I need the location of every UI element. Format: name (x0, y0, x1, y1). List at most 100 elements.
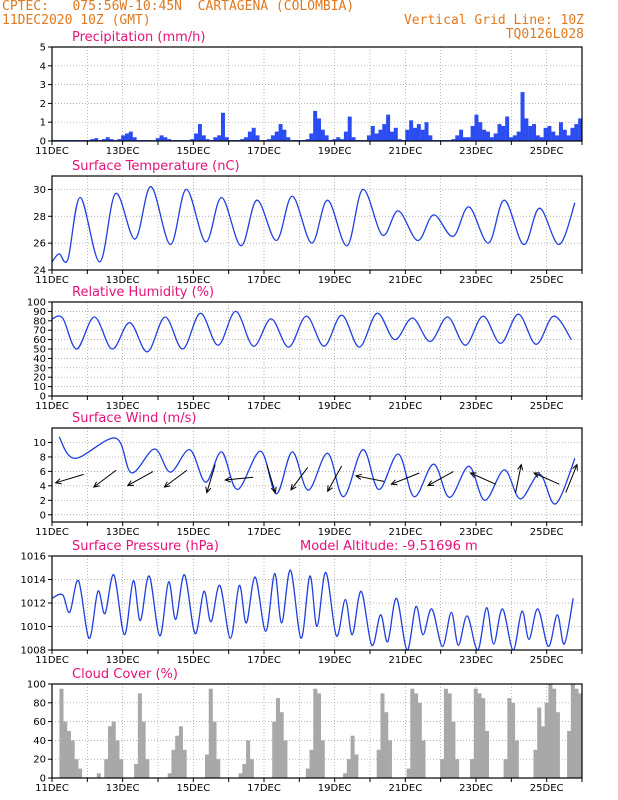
cloud-bar (544, 702, 549, 778)
precip-bar (516, 131, 521, 141)
cloud-bar (540, 726, 545, 778)
precip-bar (551, 131, 556, 141)
precip-bar (574, 124, 579, 141)
y-tick-label: 100 (27, 680, 46, 691)
cloud-bar (70, 740, 75, 778)
y-tick-label: 20 (33, 373, 46, 384)
panel-title: Precipitation (mm/h) (72, 30, 205, 45)
wind-arrow (355, 475, 385, 482)
precip-bar (336, 137, 341, 141)
x-tick-label: 25DEC (530, 655, 564, 666)
cloud-bar (511, 702, 516, 778)
wind-arrow (515, 464, 522, 493)
wind-arrow (93, 469, 117, 488)
temperature-line (51, 186, 576, 264)
wind-arrow (391, 472, 420, 485)
precip-bar (197, 124, 202, 141)
x-tick-label: 19DEC (318, 401, 352, 412)
cloud-bar (470, 759, 475, 778)
precip-bar (240, 139, 245, 141)
precip-bar (405, 129, 410, 141)
precip-bar (309, 133, 314, 141)
x-tick-label: 15DEC (176, 401, 210, 412)
precip-bar (317, 118, 321, 141)
precip-bar (90, 139, 95, 141)
y-tick-label: 8 (40, 452, 46, 463)
precip-bar (340, 139, 345, 141)
x-tick-label: 21DEC (388, 275, 422, 286)
cloud-bar (555, 712, 560, 778)
cloud-bar (96, 773, 101, 778)
x-tick-label: 25DEC (530, 783, 564, 794)
cloud-bar (212, 721, 217, 778)
cloud-bar (182, 749, 187, 778)
y-tick-label: 10 (33, 438, 46, 449)
x-tick-label: 17DEC (247, 275, 281, 286)
plot-frame (51, 175, 583, 271)
cloud-bar (477, 693, 482, 778)
wind-arrow (565, 464, 578, 493)
cloud-bar (246, 740, 251, 778)
cloud-bar (484, 731, 489, 778)
grid-line-info: Vertical Grid Line: 10Z (403, 13, 584, 28)
y-tick-label: 90 (33, 307, 46, 318)
x-tick-label: 17DEC (247, 655, 281, 666)
precip-bar (474, 114, 479, 141)
precip-bar (497, 124, 502, 141)
cloud-bar (537, 707, 542, 778)
precip-bar (547, 125, 552, 141)
precip-bar (132, 137, 137, 141)
x-tick-label: 13DEC (106, 146, 140, 157)
date-line: 11DEC2020 10Z (GMT) (2, 13, 151, 28)
cloud-bar (171, 749, 176, 778)
y-tick-label: 2 (40, 496, 46, 507)
wind-arrow-head (270, 486, 277, 494)
precip-bar (424, 122, 429, 141)
precip-bar (470, 125, 475, 141)
precip-bar (205, 139, 210, 141)
cloud-bar (275, 698, 280, 778)
precip-bar (493, 133, 498, 141)
cloud-bar (406, 768, 411, 778)
y-tick-label: 80 (33, 698, 46, 709)
cloud-bar (309, 749, 314, 778)
cloud-bar (66, 731, 71, 778)
x-tick-label: 21DEC (388, 527, 422, 538)
station-line: CPTEC: 075:56W-10:45N CARTAGENA (COLOMBI… (2, 0, 355, 14)
y-tick-label: 1016 (21, 552, 46, 563)
precip-bar (201, 135, 206, 141)
x-tick-label: 19DEC (318, 146, 352, 157)
x-tick-label: 19DEC (318, 655, 352, 666)
x-tick-label: 17DEC (247, 401, 281, 412)
precip-bar (578, 118, 583, 141)
cloud-bar (414, 693, 419, 778)
cloud-bar (350, 735, 355, 778)
cloud-bar (387, 740, 392, 778)
precip-bar (535, 135, 540, 141)
precip-bar (220, 112, 225, 141)
precip-bar (167, 139, 172, 141)
precip-bar (558, 122, 563, 141)
precip-bar (305, 139, 310, 141)
y-tick-label: 0 (40, 510, 46, 521)
wind-arrow-head (533, 472, 541, 478)
precip-bar (539, 137, 544, 141)
x-tick-label: 11DEC (35, 275, 69, 286)
x-tick-label: 23DEC (459, 655, 493, 666)
cloud-bar (115, 740, 120, 778)
precip-bar (270, 135, 275, 141)
wind-arrow (127, 471, 154, 487)
wind-arrow-head (427, 480, 435, 487)
precip-bar (267, 139, 272, 141)
x-tick-label: 15DEC (176, 783, 210, 794)
precip-bar (343, 131, 348, 141)
x-tick-label: 23DEC (459, 401, 493, 412)
precip-bar (109, 139, 114, 141)
wind-arrow (470, 472, 496, 485)
y-tick-label: 1014 (21, 575, 46, 586)
y-tick-label: 30 (33, 363, 46, 374)
cloud-bar (137, 693, 142, 778)
cloud-bar (249, 759, 254, 778)
y-tick-label: 2 (40, 99, 46, 110)
x-tick-label: 23DEC (459, 146, 493, 157)
